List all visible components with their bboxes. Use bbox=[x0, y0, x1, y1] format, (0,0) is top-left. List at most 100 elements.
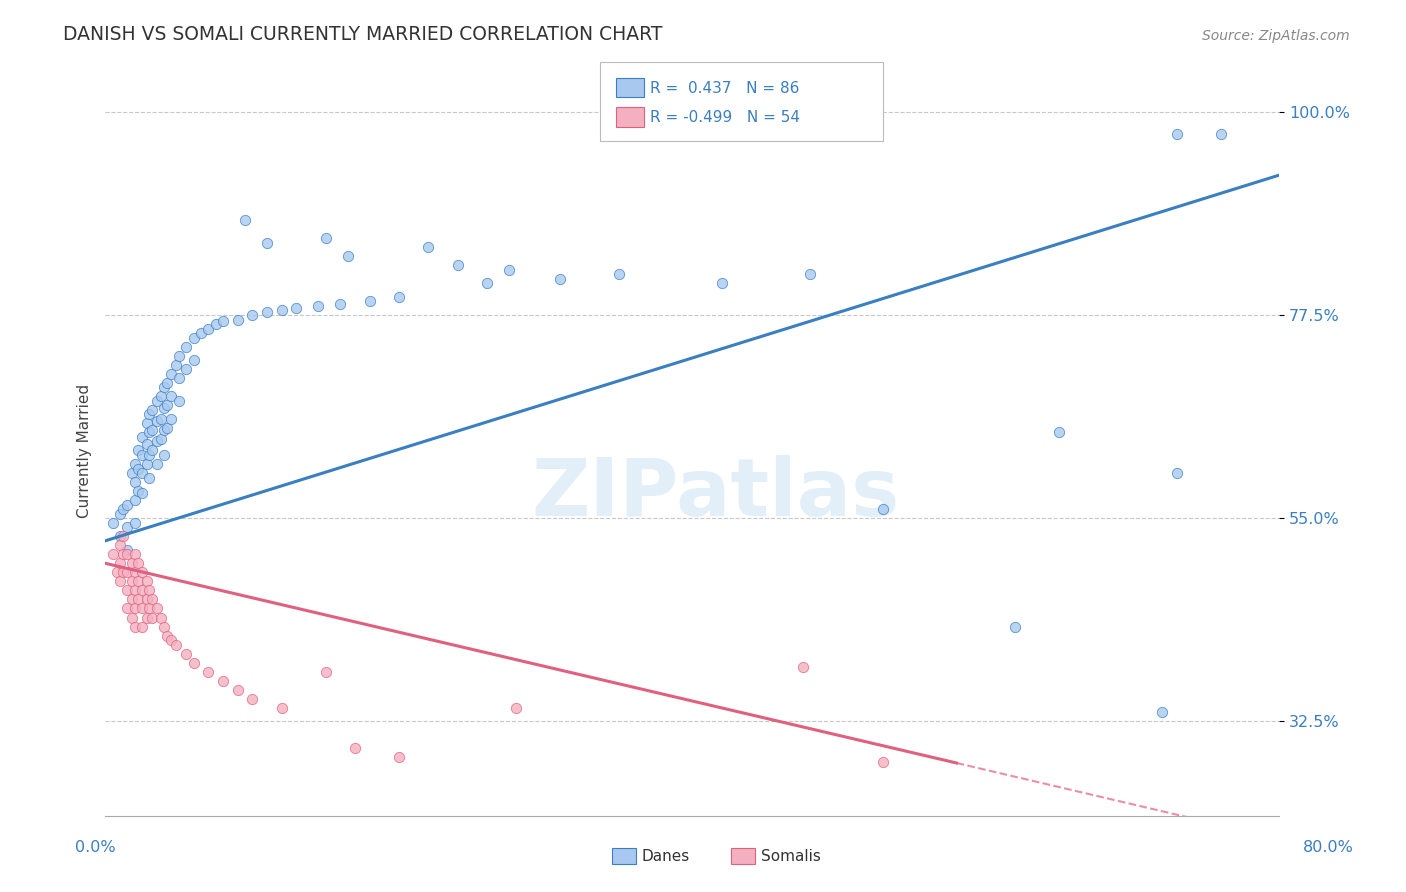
Point bbox=[127, 484, 149, 499]
Point bbox=[124, 475, 146, 489]
Point bbox=[135, 610, 157, 624]
Point bbox=[160, 389, 183, 403]
Point bbox=[270, 303, 292, 318]
Point bbox=[124, 516, 146, 530]
Point bbox=[1166, 466, 1188, 480]
Point bbox=[475, 277, 498, 291]
Point bbox=[174, 340, 197, 354]
Point bbox=[792, 660, 814, 674]
Text: ZIPatlas: ZIPatlas bbox=[531, 455, 900, 533]
Point bbox=[105, 566, 128, 580]
Point bbox=[233, 213, 256, 227]
Point bbox=[108, 557, 131, 571]
Point bbox=[256, 305, 278, 319]
Point bbox=[204, 317, 226, 331]
Point bbox=[270, 701, 292, 715]
Point bbox=[117, 542, 139, 557]
Point bbox=[183, 656, 205, 670]
Point bbox=[117, 583, 139, 598]
Point bbox=[343, 741, 366, 756]
Point bbox=[131, 448, 153, 462]
Point bbox=[131, 430, 153, 444]
Point bbox=[138, 583, 160, 598]
Point bbox=[124, 457, 146, 471]
Point bbox=[240, 691, 263, 706]
Point bbox=[121, 466, 143, 480]
Point bbox=[498, 263, 520, 277]
Point bbox=[124, 566, 146, 580]
Point bbox=[226, 682, 249, 697]
Point bbox=[607, 268, 630, 282]
Point bbox=[131, 619, 153, 633]
Point bbox=[146, 434, 169, 449]
Point bbox=[226, 312, 249, 326]
Point bbox=[872, 502, 894, 516]
Point bbox=[112, 529, 135, 543]
Point bbox=[197, 665, 219, 679]
Point bbox=[1166, 128, 1188, 142]
Point bbox=[153, 619, 176, 633]
Point bbox=[146, 601, 169, 615]
Point bbox=[124, 601, 146, 615]
Point bbox=[141, 402, 163, 417]
Text: Source: ZipAtlas.com: Source: ZipAtlas.com bbox=[1202, 29, 1350, 43]
Point bbox=[156, 629, 179, 643]
Point bbox=[1004, 619, 1026, 633]
Point bbox=[197, 321, 219, 335]
Point bbox=[138, 470, 160, 484]
Point bbox=[1150, 706, 1173, 720]
Point bbox=[108, 538, 131, 552]
Point bbox=[131, 583, 153, 598]
Point bbox=[108, 574, 131, 589]
Point bbox=[131, 466, 153, 480]
Point bbox=[160, 367, 183, 381]
Point bbox=[156, 376, 179, 390]
Point bbox=[167, 349, 190, 363]
Point bbox=[141, 592, 163, 607]
Point bbox=[121, 592, 143, 607]
Point bbox=[124, 547, 146, 561]
Point bbox=[174, 362, 197, 376]
Point bbox=[307, 299, 329, 313]
Point bbox=[165, 638, 187, 652]
Point bbox=[336, 249, 359, 263]
Point bbox=[359, 294, 381, 309]
Point bbox=[872, 755, 894, 769]
Point bbox=[146, 414, 169, 428]
Point bbox=[131, 566, 153, 580]
Point bbox=[165, 358, 187, 372]
Point bbox=[141, 423, 163, 437]
Point bbox=[127, 461, 149, 475]
Point bbox=[183, 330, 205, 344]
Point bbox=[127, 592, 149, 607]
Point bbox=[315, 665, 337, 679]
Point bbox=[153, 401, 176, 415]
Text: R = -0.499   N = 54: R = -0.499 N = 54 bbox=[650, 111, 800, 125]
Point bbox=[141, 610, 163, 624]
Point bbox=[135, 592, 157, 607]
Text: 0.0%: 0.0% bbox=[76, 840, 115, 855]
Point bbox=[150, 432, 173, 446]
Point bbox=[153, 448, 176, 462]
Point bbox=[117, 547, 139, 561]
Point bbox=[131, 486, 153, 500]
Point bbox=[117, 601, 139, 615]
Point bbox=[156, 421, 179, 435]
Point bbox=[710, 277, 733, 291]
Point bbox=[211, 673, 233, 688]
Point bbox=[211, 314, 233, 328]
Point bbox=[135, 457, 157, 471]
Point bbox=[108, 507, 131, 521]
Point bbox=[153, 380, 176, 394]
Point bbox=[240, 308, 263, 322]
Point bbox=[799, 268, 821, 282]
Point bbox=[135, 417, 157, 431]
Point bbox=[135, 574, 157, 589]
Point bbox=[117, 498, 139, 512]
Text: DANISH VS SOMALI CURRENTLY MARRIED CORRELATION CHART: DANISH VS SOMALI CURRENTLY MARRIED CORRE… bbox=[63, 25, 662, 44]
Point bbox=[190, 326, 212, 340]
Point bbox=[160, 412, 183, 426]
Point bbox=[101, 547, 124, 561]
Point bbox=[146, 457, 169, 471]
Point bbox=[117, 566, 139, 580]
